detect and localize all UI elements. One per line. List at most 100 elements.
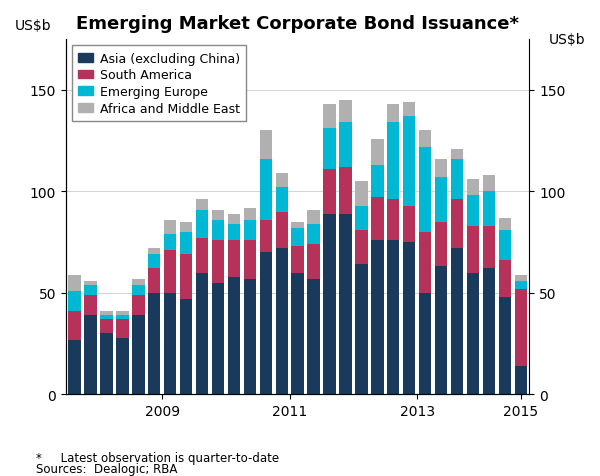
Bar bbox=[387, 240, 400, 395]
Bar bbox=[307, 210, 320, 224]
Bar bbox=[212, 283, 224, 395]
Bar bbox=[323, 129, 336, 169]
Bar bbox=[467, 227, 479, 273]
Bar bbox=[307, 245, 320, 279]
Bar bbox=[467, 273, 479, 395]
Bar bbox=[132, 279, 145, 285]
Bar bbox=[323, 169, 336, 214]
Bar bbox=[292, 247, 304, 273]
Bar bbox=[499, 218, 511, 230]
Bar bbox=[387, 105, 400, 123]
Bar bbox=[116, 319, 128, 338]
Bar bbox=[371, 240, 383, 395]
Bar bbox=[85, 285, 97, 295]
Bar bbox=[116, 311, 128, 316]
Bar bbox=[68, 340, 81, 395]
Bar bbox=[275, 248, 288, 395]
Bar bbox=[307, 279, 320, 395]
Bar bbox=[148, 248, 160, 255]
Bar bbox=[515, 275, 527, 281]
Bar bbox=[292, 228, 304, 247]
Text: *     Latest observation is quarter-to-date: * Latest observation is quarter-to-date bbox=[36, 451, 279, 464]
Bar bbox=[228, 240, 240, 277]
Bar bbox=[85, 295, 97, 316]
Bar bbox=[148, 293, 160, 395]
Bar bbox=[132, 285, 145, 295]
Bar bbox=[403, 243, 415, 395]
Bar bbox=[196, 210, 208, 238]
Bar bbox=[403, 103, 415, 117]
Bar bbox=[419, 148, 431, 232]
Bar bbox=[292, 273, 304, 395]
Bar bbox=[244, 279, 256, 395]
Bar bbox=[260, 220, 272, 253]
Bar bbox=[68, 311, 81, 340]
Bar bbox=[164, 293, 176, 395]
Bar bbox=[196, 238, 208, 273]
Bar bbox=[451, 248, 463, 395]
Bar bbox=[116, 316, 128, 319]
Bar bbox=[323, 214, 336, 395]
Bar bbox=[451, 159, 463, 200]
Bar bbox=[451, 200, 463, 248]
Bar bbox=[260, 131, 272, 159]
Bar bbox=[275, 188, 288, 212]
Bar bbox=[339, 123, 352, 168]
Bar bbox=[323, 105, 336, 129]
Bar bbox=[196, 273, 208, 395]
Bar bbox=[228, 277, 240, 395]
Bar bbox=[132, 295, 145, 316]
Bar bbox=[435, 159, 447, 178]
Bar bbox=[164, 235, 176, 251]
Bar bbox=[387, 123, 400, 200]
Bar bbox=[419, 131, 431, 148]
Bar bbox=[307, 224, 320, 245]
Bar bbox=[275, 212, 288, 248]
Bar bbox=[85, 316, 97, 395]
Bar bbox=[515, 281, 527, 289]
Bar bbox=[116, 338, 128, 395]
Bar bbox=[355, 265, 368, 395]
Bar bbox=[355, 206, 368, 230]
Bar bbox=[371, 139, 383, 166]
Bar bbox=[467, 196, 479, 227]
Bar bbox=[244, 208, 256, 220]
Bar bbox=[355, 182, 368, 206]
Bar bbox=[228, 224, 240, 240]
Bar bbox=[68, 291, 81, 311]
Title: Emerging Market Corporate Bond Issuance*: Emerging Market Corporate Bond Issuance* bbox=[76, 15, 519, 33]
Bar bbox=[85, 281, 97, 285]
Bar bbox=[275, 174, 288, 188]
Bar bbox=[482, 192, 495, 227]
Bar bbox=[339, 214, 352, 395]
Bar bbox=[100, 319, 113, 334]
Bar bbox=[355, 230, 368, 265]
Bar bbox=[387, 200, 400, 240]
Bar bbox=[451, 149, 463, 159]
Bar bbox=[164, 220, 176, 235]
Bar bbox=[499, 261, 511, 298]
Bar bbox=[228, 214, 240, 224]
Bar bbox=[339, 168, 352, 214]
Bar bbox=[212, 240, 224, 283]
Bar bbox=[180, 232, 193, 255]
Bar bbox=[419, 293, 431, 395]
Bar bbox=[212, 210, 224, 220]
Bar bbox=[68, 275, 81, 291]
Bar bbox=[180, 255, 193, 299]
Bar bbox=[371, 198, 383, 240]
Bar bbox=[260, 159, 272, 220]
Bar bbox=[244, 220, 256, 240]
Bar bbox=[403, 117, 415, 206]
Bar bbox=[244, 240, 256, 279]
Bar bbox=[482, 269, 495, 395]
Bar bbox=[100, 316, 113, 319]
Bar bbox=[196, 200, 208, 210]
Bar bbox=[435, 222, 447, 267]
Bar bbox=[212, 220, 224, 240]
Bar bbox=[482, 176, 495, 192]
Bar bbox=[148, 269, 160, 293]
Bar bbox=[339, 101, 352, 123]
Bar bbox=[499, 298, 511, 395]
Text: Sources:  Dealogic; RBA: Sources: Dealogic; RBA bbox=[36, 462, 178, 475]
